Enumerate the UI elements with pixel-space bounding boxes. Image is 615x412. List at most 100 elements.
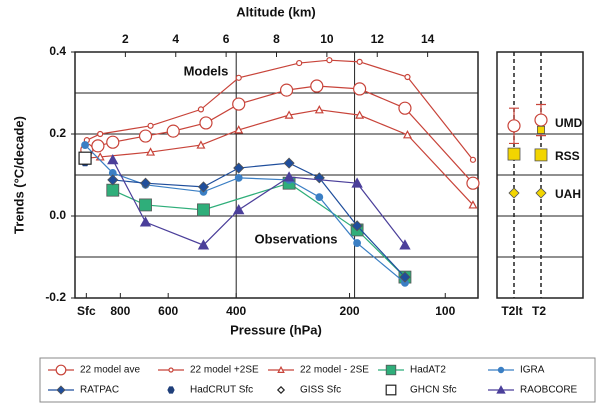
series-line bbox=[86, 109, 474, 206]
marker bbox=[138, 129, 153, 143]
marker bbox=[351, 220, 363, 232]
marker bbox=[146, 147, 156, 156]
x2-tick-label: 2 bbox=[122, 32, 129, 46]
legend-label: RAOBCORE bbox=[520, 385, 578, 396]
legend-label: 22 model - 2SE bbox=[300, 365, 369, 376]
x2-tick-label: 14 bbox=[421, 32, 435, 46]
marker bbox=[398, 101, 412, 115]
series-label: UAH bbox=[555, 187, 581, 201]
legend-label: IGRA bbox=[520, 365, 545, 376]
legend-marker bbox=[167, 386, 175, 394]
x-tick-label: 200 bbox=[340, 304, 360, 318]
marker bbox=[197, 239, 210, 250]
marker bbox=[197, 106, 205, 113]
x-tick-label: T2lt bbox=[501, 304, 522, 318]
marker bbox=[232, 97, 246, 111]
legend-label: 22 model ave bbox=[80, 365, 140, 376]
series-line bbox=[112, 162, 406, 278]
x-tick-label: T2 bbox=[532, 304, 546, 318]
legend-marker bbox=[168, 367, 174, 373]
marker bbox=[139, 177, 152, 189]
annotation: Observations bbox=[254, 231, 337, 246]
x-axis-label: Pressure (hPa) bbox=[230, 322, 322, 337]
y-tick-label: 0.0 bbox=[49, 208, 66, 222]
marker bbox=[507, 119, 521, 133]
legend-label: RATPAC bbox=[80, 385, 119, 396]
marker bbox=[147, 122, 154, 129]
marker bbox=[534, 148, 548, 162]
marker bbox=[296, 59, 303, 67]
legend-marker bbox=[56, 385, 66, 395]
marker bbox=[279, 83, 294, 97]
x2-tick-label: 10 bbox=[320, 32, 334, 46]
plot-frame bbox=[496, 51, 584, 299]
marker bbox=[535, 187, 547, 199]
marker bbox=[537, 125, 546, 134]
legend-label: GISS Sfc bbox=[300, 385, 341, 396]
marker bbox=[399, 271, 411, 283]
marker bbox=[139, 216, 152, 227]
marker bbox=[508, 187, 520, 199]
series-label: UMD bbox=[555, 116, 583, 130]
marker bbox=[107, 174, 119, 186]
legend-marker bbox=[276, 385, 286, 395]
marker bbox=[234, 125, 244, 134]
marker bbox=[469, 156, 477, 163]
marker bbox=[199, 116, 213, 130]
marker bbox=[314, 105, 324, 114]
marker bbox=[468, 200, 478, 209]
legend-box bbox=[39, 357, 596, 403]
marker bbox=[534, 113, 548, 127]
marker bbox=[107, 154, 119, 165]
x-tick-label: 800 bbox=[110, 304, 130, 318]
marker bbox=[197, 203, 210, 217]
legend-marker bbox=[497, 366, 505, 374]
x2-tick-label: 8 bbox=[273, 32, 280, 46]
marker bbox=[283, 157, 295, 169]
marker bbox=[81, 141, 89, 149]
marker bbox=[353, 82, 367, 96]
marker bbox=[106, 135, 120, 149]
marker bbox=[351, 177, 363, 188]
series-label: RSS bbox=[555, 149, 580, 163]
x-tick-label: Sfc bbox=[77, 304, 96, 318]
marker bbox=[284, 110, 294, 119]
marker bbox=[166, 124, 180, 138]
marker bbox=[315, 193, 324, 202]
legend-marker bbox=[277, 365, 285, 373]
x-tick-label: 400 bbox=[226, 304, 246, 318]
series-line bbox=[86, 59, 474, 161]
marker bbox=[399, 239, 411, 250]
marker bbox=[402, 130, 412, 139]
marker bbox=[233, 162, 245, 174]
marker bbox=[310, 79, 324, 93]
marker bbox=[234, 173, 243, 182]
marker bbox=[356, 58, 363, 65]
legend-marker bbox=[385, 384, 397, 396]
y-axis-label: Trends (°C/decade) bbox=[11, 116, 26, 234]
legend-marker bbox=[496, 385, 506, 394]
marker bbox=[233, 204, 245, 215]
y-tick-label: 0.2 bbox=[49, 126, 66, 140]
marker bbox=[353, 239, 362, 247]
marker bbox=[355, 110, 365, 119]
marker bbox=[283, 171, 295, 182]
marker bbox=[326, 57, 333, 64]
y-tick-label: -0.2 bbox=[45, 290, 66, 304]
y-tick-label: 0.4 bbox=[49, 44, 66, 58]
marker bbox=[507, 147, 521, 161]
marker bbox=[466, 176, 480, 190]
annotation: Models bbox=[184, 63, 229, 78]
marker bbox=[197, 181, 210, 193]
marker bbox=[196, 140, 206, 149]
legend-marker bbox=[55, 364, 67, 376]
legend-marker bbox=[385, 364, 397, 376]
x-tick-label: 600 bbox=[158, 304, 178, 318]
x2-tick-label: 4 bbox=[172, 32, 179, 46]
legend-label: GHCN Sfc bbox=[410, 385, 457, 396]
marker bbox=[106, 183, 120, 197]
marker bbox=[97, 130, 104, 138]
marker bbox=[404, 73, 411, 81]
